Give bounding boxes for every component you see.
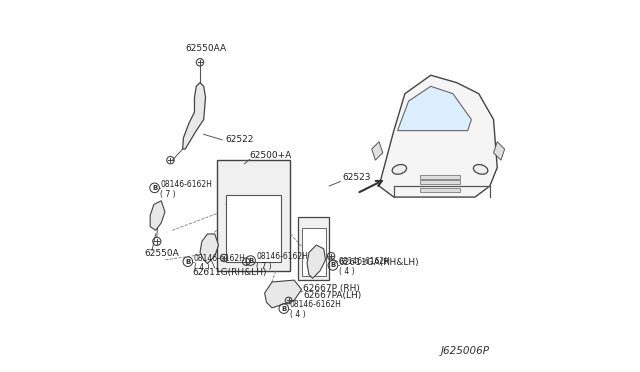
Text: 62667P (RH): 62667P (RH) [303,284,360,293]
Text: 08146-6162H: 08146-6162H [161,180,212,189]
Polygon shape [200,234,218,263]
FancyBboxPatch shape [420,180,460,184]
Text: 62611GA(RH&LH): 62611GA(RH&LH) [339,259,419,267]
Polygon shape [264,280,301,308]
Text: 62667PA(LH): 62667PA(LH) [303,291,362,300]
FancyBboxPatch shape [301,228,326,276]
Polygon shape [372,142,383,160]
Text: ( 4 ): ( 4 ) [194,263,209,272]
Text: ( 7 ): ( 7 ) [257,262,272,272]
Text: 08146-6162H: 08146-6162H [194,254,246,263]
Text: 62523: 62523 [342,173,371,182]
Text: ( 4 ): ( 4 ) [339,267,355,276]
Text: 62500+A: 62500+A [250,151,292,160]
Polygon shape [150,201,165,230]
Text: 08146-6162H: 08146-6162H [290,301,342,310]
Ellipse shape [392,164,406,174]
FancyBboxPatch shape [298,217,329,280]
Polygon shape [307,245,326,278]
Text: 62522: 62522 [226,135,254,144]
Polygon shape [379,75,497,197]
Polygon shape [493,142,504,160]
Text: ( 4 ): ( 4 ) [290,311,305,320]
FancyBboxPatch shape [420,188,460,192]
FancyBboxPatch shape [216,160,291,271]
FancyBboxPatch shape [420,175,460,179]
Polygon shape [397,86,472,131]
Ellipse shape [474,164,488,174]
Text: B: B [152,185,157,191]
Text: 62611G(RH&LH): 62611G(RH&LH) [193,267,267,277]
Text: 08146-6162H: 08146-6162H [339,257,390,266]
Text: B: B [248,257,253,264]
Text: B: B [185,259,191,265]
Text: 62550A: 62550A [145,249,179,258]
Polygon shape [182,83,205,149]
Text: B: B [330,262,335,268]
FancyBboxPatch shape [226,195,281,262]
Text: 08146-6162H: 08146-6162H [257,253,308,262]
Text: J625006P: J625006P [441,346,490,356]
Text: B: B [281,305,287,312]
Text: 62550AA: 62550AA [185,44,227,59]
Text: ( 7 ): ( 7 ) [161,190,176,199]
